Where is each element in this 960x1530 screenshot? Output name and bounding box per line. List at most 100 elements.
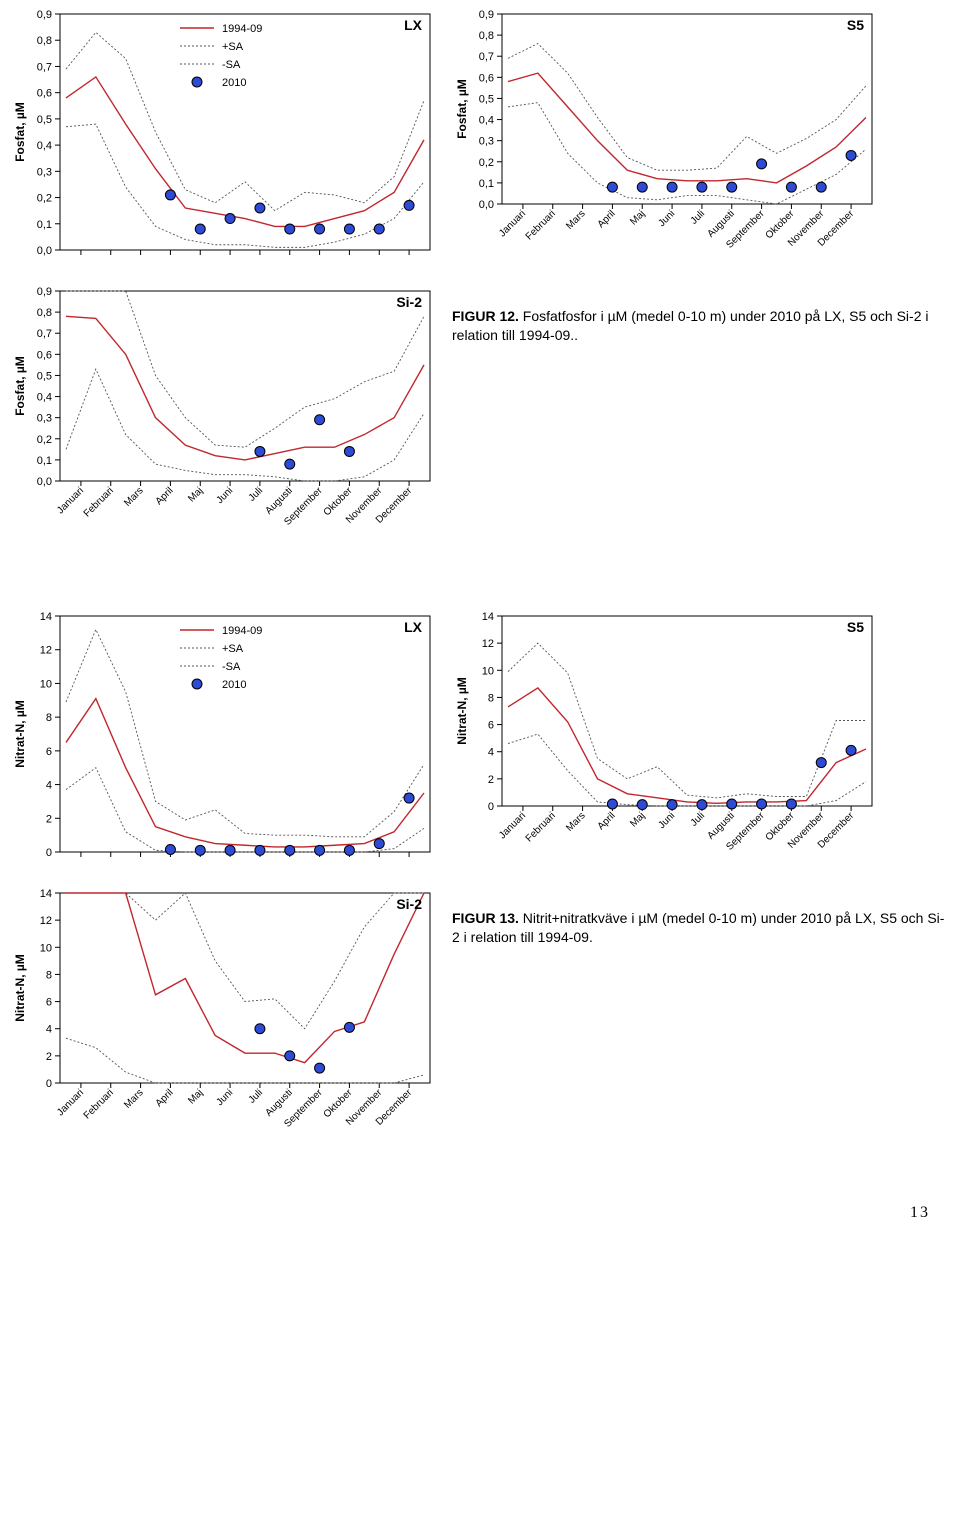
svg-text:Nitrat-N, µM: Nitrat-N, µM [455,677,469,745]
svg-text:0: 0 [488,801,494,813]
svg-text:Mars: Mars [122,1087,146,1111]
svg-text:1994-09: 1994-09 [222,23,262,35]
svg-text:6: 6 [488,720,494,732]
svg-text:Maj: Maj [186,1087,205,1106]
svg-text:+SA: +SA [222,41,244,53]
svg-text:0,1: 0,1 [37,219,52,231]
svg-text:12: 12 [40,645,52,657]
chart-fig12-s5: 0,00,10,20,30,40,50,60,70,80,9Fosfat, µM… [452,6,882,271]
svg-text:14: 14 [482,611,494,623]
figure-13-caption: FIGUR 13. Nitrit+nitratkväve i µM (medel… [452,909,950,947]
svg-text:0,6: 0,6 [479,72,494,84]
svg-text:0,5: 0,5 [37,370,52,382]
svg-text:2: 2 [46,1051,52,1063]
figure-12-caption: FIGUR 12. Fosfatfosfor i µM (medel 0-10 … [452,307,950,345]
figure-13-caption-bold: FIGUR 13. [452,910,519,926]
figure-12-caption-bold: FIGUR 12. [452,308,519,324]
svg-text:Nitrat-N, µM: Nitrat-N, µM [13,954,27,1022]
svg-text:0,3: 0,3 [37,166,52,178]
svg-text:S5: S5 [847,619,864,635]
svg-text:4: 4 [46,1024,52,1036]
svg-text:0,4: 0,4 [37,392,52,404]
svg-text:0,2: 0,2 [37,193,52,205]
figure-12-caption-slot: FIGUR 12. Fosfatfosfor i µM (medel 0-10 … [452,283,950,548]
svg-text:Juni: Juni [656,208,677,229]
svg-text:Maj: Maj [628,810,647,829]
svg-text:0,5: 0,5 [37,114,52,126]
svg-text:Nitrat-N, µM: Nitrat-N, µM [13,700,27,768]
svg-text:-SA: -SA [222,59,241,71]
svg-text:0,8: 0,8 [37,307,52,319]
svg-text:-SA: -SA [222,661,241,673]
svg-text:8: 8 [46,969,52,981]
svg-text:0,1: 0,1 [479,178,494,190]
svg-text:April: April [154,485,176,507]
svg-text:LX: LX [404,17,423,33]
svg-text:Juni: Juni [656,810,677,831]
svg-text:2: 2 [46,813,52,825]
svg-text:8: 8 [46,712,52,724]
svg-text:6: 6 [46,997,52,1009]
svg-text:0,9: 0,9 [479,9,494,21]
svg-text:0: 0 [46,847,52,859]
svg-text:Juni: Juni [214,485,235,506]
svg-text:0,1: 0,1 [37,455,52,467]
chart-fig13-s5: 02468101214Nitrat-N, µMJanuariFebruariMa… [452,608,882,873]
svg-text:0,0: 0,0 [479,199,494,211]
chart-fig12-si2: 0,00,10,20,30,40,50,60,70,80,9Fosfat, µM… [10,283,440,548]
chart-fig12-lx: 0,0 0,1 0,2 0,3 0,4 0,5 0,6 0,7 0,8 0,9 Fosfat, µM… [10,6,440,271]
svg-text:Mars: Mars [122,485,146,509]
svg-text:4: 4 [488,747,494,759]
svg-text:Februari: Februari [524,810,558,844]
figure-12: 0,0 0,1 0,2 0,3 0,4 0,5 0,6 0,7 0,8 0,9 Fosfat, µM… [10,6,950,548]
svg-text:0,7: 0,7 [37,61,52,73]
svg-text:Fosfat, µM: Fosfat, µM [13,356,27,416]
svg-text:0,9: 0,9 [37,9,52,21]
svg-text:8: 8 [488,692,494,704]
svg-text:April: April [596,208,618,230]
svg-text:+SA: +SA [222,643,244,655]
page-number: 13 [910,1204,930,1222]
svg-text:0,6: 0,6 [37,88,52,100]
svg-text:0: 0 [46,1078,52,1090]
svg-text:0,2: 0,2 [479,157,494,169]
svg-text:10: 10 [482,665,494,677]
svg-text:0,7: 0,7 [37,328,52,340]
svg-text:LX: LX [404,619,423,635]
svg-text:0,8: 0,8 [479,30,494,42]
svg-text:Februari: Februari [524,208,558,242]
svg-text:0,8: 0,8 [37,35,52,47]
svg-text:2010: 2010 [222,679,246,691]
svg-text:Februari: Februari [82,1087,116,1121]
svg-text:0,3: 0,3 [479,136,494,148]
svg-text:14: 14 [40,888,52,900]
svg-text:1994-09: 1994-09 [222,625,262,637]
svg-text:0,0: 0,0 [37,476,52,488]
svg-text:Fosfat, µM: Fosfat, µM [13,102,27,162]
svg-text:Si-2: Si-2 [396,294,422,310]
svg-text:4: 4 [46,780,52,792]
svg-text:0,2: 0,2 [37,434,52,446]
chart-fig13-si2: 02468101214Nitrat-N, µMJanuariFebruariMa… [10,885,440,1150]
svg-text:12: 12 [40,915,52,927]
figure-13-caption-slot: FIGUR 13. Nitrit+nitratkväve i µM (medel… [452,885,950,1150]
svg-text:10: 10 [40,678,52,690]
svg-text:Juli: Juli [689,810,707,828]
figure-13-caption-text: Nitrit+nitratkväve i µM (medel 0-10 m) u… [452,910,944,945]
svg-text:Mars: Mars [564,208,588,232]
svg-text:Juli: Juli [689,208,707,226]
svg-text:0,9: 0,9 [37,286,52,298]
svg-text:Si-2: Si-2 [396,896,422,912]
svg-text:S5: S5 [847,17,864,33]
svg-text:0,0: 0,0 [37,245,52,257]
svg-text:Juli: Juli [247,485,265,503]
chart-fig13-lx: 02468101214Nitrat-N, µMLX1994-09+SA-SA20… [10,608,440,873]
svg-text:0,6: 0,6 [37,349,52,361]
svg-text:0,4: 0,4 [37,140,52,152]
svg-text:Fosfat, µM: Fosfat, µM [455,79,469,139]
svg-text:2: 2 [488,774,494,786]
svg-text:0,4: 0,4 [479,115,494,127]
svg-text:Februari: Februari [82,485,116,519]
figure-13: 02468101214Nitrat-N, µMLX1994-09+SA-SA20… [10,608,950,1150]
svg-text:12: 12 [482,638,494,650]
